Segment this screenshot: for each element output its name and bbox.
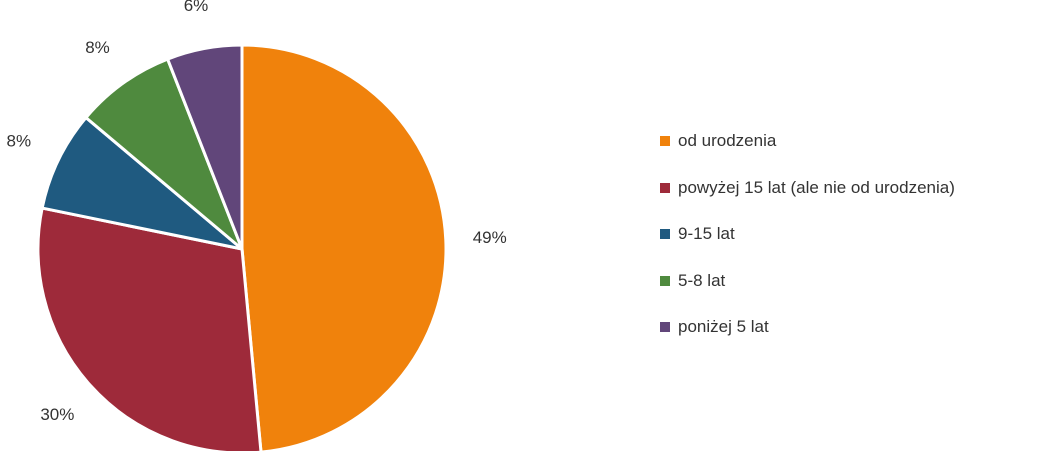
pie-slice-4 xyxy=(84,57,244,251)
legend-label: od urodzenia xyxy=(678,131,777,150)
legend-label: 5-8 lat xyxy=(678,270,726,290)
pie-slice-5 xyxy=(166,43,244,251)
slice-data-label-5: 6% xyxy=(184,0,209,15)
legend-item-1: od urodzenia xyxy=(660,130,955,152)
legend-swatch xyxy=(660,182,670,193)
legend-swatch xyxy=(660,275,670,286)
slice-data-label-1: 49% xyxy=(473,228,507,247)
legend-label: 9-15 lat xyxy=(678,224,735,243)
slice-data-label-4: 8% xyxy=(85,38,110,57)
chart-legend: od urodzenia powyżej 15 lat (ale nie od u… xyxy=(660,130,955,363)
legend-item-2: powyżej 15 lat (ale nie od urodzenia) xyxy=(660,177,955,199)
legend-item-3: 9-15 lat xyxy=(660,223,955,245)
legend-item-5: poniżej 5 lat xyxy=(660,316,955,338)
slice-data-label-2: 30% xyxy=(40,405,74,424)
legend-swatch xyxy=(660,322,670,332)
legend-swatch xyxy=(660,136,670,146)
slice-data-label-3: 8% xyxy=(7,131,32,150)
pie-slice-3 xyxy=(40,116,244,251)
legend-swatch xyxy=(660,229,670,239)
legend-label: poniżej 5 lat xyxy=(678,317,769,336)
legend-label: powyżej 15 lat (ale nie od urodzenia) xyxy=(678,177,955,197)
pie-slice-1 xyxy=(240,43,448,454)
legend-item-4: 5-8 lat xyxy=(660,270,955,292)
